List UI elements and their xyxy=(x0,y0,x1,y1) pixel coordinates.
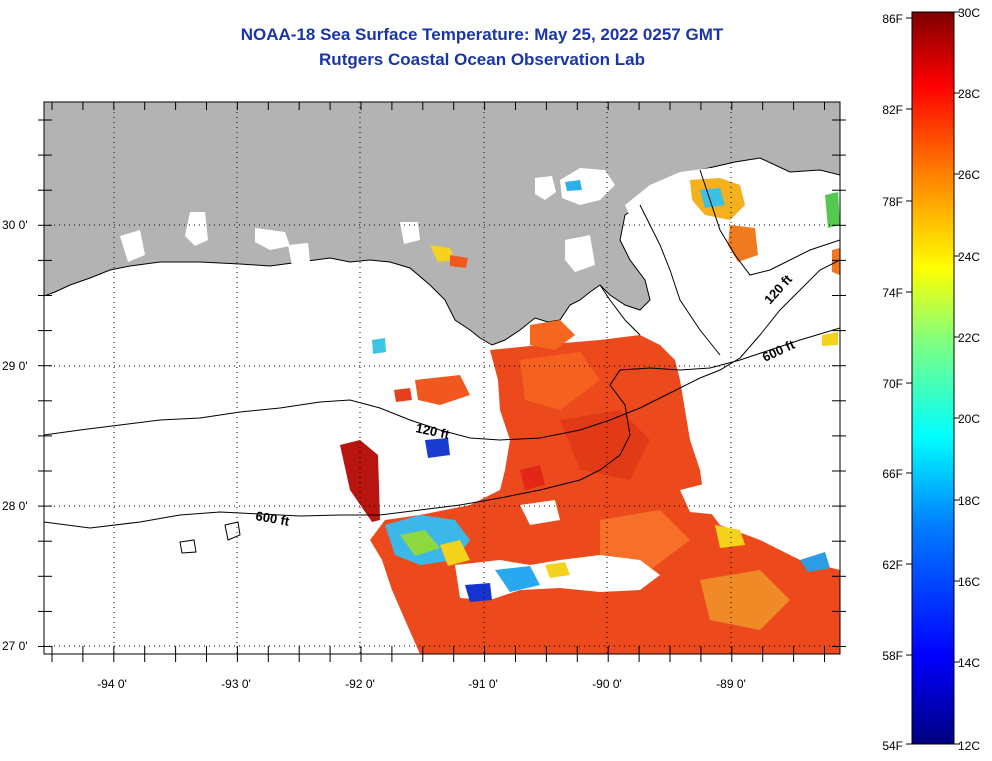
colorbar-f-label: 82F xyxy=(882,103,903,117)
contour-label-600ft-west: 600 ft xyxy=(254,508,291,529)
colorbar-f-label: 58F xyxy=(882,649,903,663)
colorbar-f-label: 78F xyxy=(882,195,903,209)
lon-label: -92 0' xyxy=(345,677,375,691)
colorbar-c-label: 18C xyxy=(958,494,980,508)
contour-label-120ft-west: 120 ft xyxy=(414,420,451,442)
graticule xyxy=(44,102,840,654)
bay-cloud-1 xyxy=(560,168,615,205)
bay-cloud-5 xyxy=(185,212,208,246)
bay-cloud-3 xyxy=(535,176,556,200)
colorbar-f-label: 74F xyxy=(882,286,903,300)
colorbar-f-label: 86F xyxy=(882,12,903,26)
map-title: NOAA-18 Sea Surface Temperature: May 25,… xyxy=(240,25,724,44)
lat-label: 30 0' xyxy=(2,218,28,232)
lon-label: -90 0' xyxy=(592,677,622,691)
colorbar-gradient xyxy=(911,11,955,745)
bay-cloud-2 xyxy=(625,168,815,355)
colorbar-c-label: 28C xyxy=(958,87,980,101)
bathymetry-contours xyxy=(44,259,840,554)
colorbar-c-label: 26C xyxy=(958,168,980,182)
bay-cloud-8 xyxy=(288,243,310,266)
lon-label: -94 0' xyxy=(97,677,127,691)
colorbar-f-label: 54F xyxy=(882,739,903,753)
colorbar-c-label: 30C xyxy=(958,6,980,20)
bay-cloud-9 xyxy=(400,222,420,244)
bay-cloud-7 xyxy=(565,235,595,272)
colorbar-c-label: 24C xyxy=(958,250,980,264)
lat-label: 27 0' xyxy=(2,639,28,653)
lat-label: 28 0' xyxy=(2,499,28,513)
lon-label: -93 0' xyxy=(221,677,251,691)
colorbar: 86F 82F 78F 74F 70F 66F 62F 58F 54F 30C … xyxy=(882,6,980,753)
colorbar-c-label: 14C xyxy=(958,656,980,670)
colorbar-c-label: 20C xyxy=(958,412,980,426)
lon-label: -91 0' xyxy=(468,677,498,691)
colorbar-f-label: 66F xyxy=(882,467,903,481)
colorbar-c-label: 12C xyxy=(958,739,980,753)
colorbar-f-label: 70F xyxy=(882,377,903,391)
bay-cloud-6 xyxy=(120,230,145,262)
lon-label: -89 0' xyxy=(716,677,746,691)
axis-ticks xyxy=(38,102,846,662)
sst-data xyxy=(340,178,840,654)
lat-label: 29 0' xyxy=(2,359,28,373)
colorbar-c-label: 16C xyxy=(958,575,980,589)
colorbar-f-label: 62F xyxy=(882,558,903,572)
map-subtitle: Rutgers Coastal Ocean Observation Lab xyxy=(319,50,645,69)
colorbar-c-label: 22C xyxy=(958,331,980,345)
bay-cloud-4 xyxy=(255,228,290,250)
